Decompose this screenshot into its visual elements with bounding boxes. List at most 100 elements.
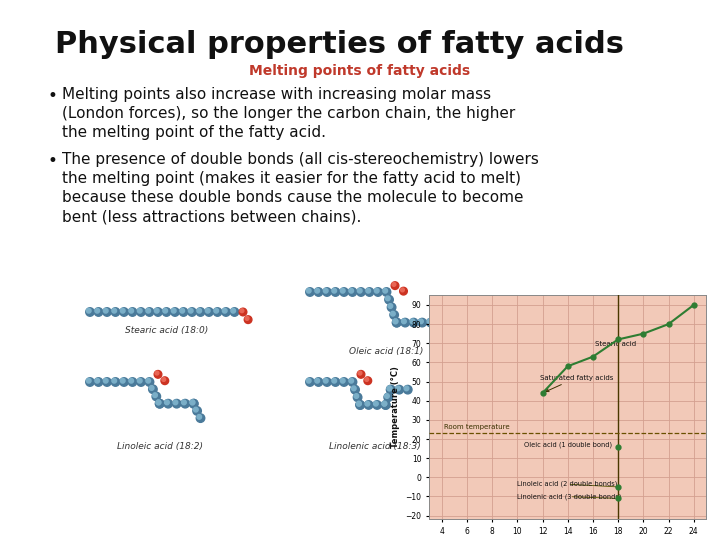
Circle shape (364, 377, 372, 384)
Circle shape (404, 386, 409, 391)
Text: Physical properties of fatty acids: Physical properties of fatty acids (55, 30, 624, 59)
Circle shape (392, 319, 401, 327)
Text: Stearic acid (18:0): Stearic acid (18:0) (125, 326, 208, 335)
Circle shape (244, 316, 252, 323)
Circle shape (382, 401, 387, 406)
Circle shape (402, 319, 406, 323)
Circle shape (146, 308, 150, 313)
Circle shape (222, 308, 227, 313)
Circle shape (197, 308, 204, 316)
Text: Linoleic acid (18:2): Linoleic acid (18:2) (117, 442, 203, 451)
Circle shape (351, 386, 356, 391)
Circle shape (197, 308, 202, 313)
Circle shape (332, 288, 336, 293)
Circle shape (197, 414, 204, 422)
Circle shape (156, 400, 161, 405)
Circle shape (104, 308, 108, 313)
Circle shape (120, 378, 128, 386)
Circle shape (358, 371, 362, 375)
Circle shape (128, 378, 137, 386)
Text: Melting points also increase with increasing molar mass: Melting points also increase with increa… (62, 87, 491, 102)
Circle shape (149, 386, 154, 390)
Circle shape (213, 308, 222, 316)
Circle shape (323, 288, 328, 293)
Circle shape (137, 308, 145, 316)
Circle shape (189, 400, 198, 408)
Circle shape (418, 319, 423, 323)
Circle shape (374, 401, 378, 406)
Circle shape (383, 288, 387, 293)
Text: •: • (48, 152, 58, 170)
Circle shape (356, 401, 361, 406)
Circle shape (387, 386, 395, 394)
Circle shape (374, 288, 382, 296)
Circle shape (400, 288, 405, 292)
Circle shape (382, 401, 390, 409)
Circle shape (104, 379, 108, 383)
Circle shape (393, 319, 397, 323)
Circle shape (120, 308, 125, 313)
Circle shape (314, 288, 323, 296)
Circle shape (365, 377, 369, 381)
Circle shape (180, 308, 184, 313)
Circle shape (164, 400, 173, 408)
Circle shape (365, 401, 369, 406)
Circle shape (222, 308, 230, 316)
Text: (London forces), so the longer the carbon chain, the higher: (London forces), so the longer the carbo… (62, 106, 516, 121)
Circle shape (120, 308, 128, 316)
Circle shape (179, 308, 188, 316)
Circle shape (112, 378, 120, 386)
Circle shape (332, 379, 336, 383)
Text: because these double bonds cause the molecule to become: because these double bonds cause the mol… (62, 190, 523, 205)
Circle shape (306, 378, 314, 386)
Circle shape (314, 378, 323, 386)
Text: the melting point of the fatty acid.: the melting point of the fatty acid. (62, 125, 326, 140)
Circle shape (374, 288, 379, 293)
Circle shape (152, 392, 161, 401)
Circle shape (153, 393, 158, 397)
Circle shape (112, 308, 120, 316)
Circle shape (356, 401, 364, 409)
Circle shape (197, 415, 202, 419)
Circle shape (86, 308, 94, 316)
Circle shape (323, 288, 331, 296)
Circle shape (112, 308, 117, 313)
Circle shape (427, 319, 432, 323)
Circle shape (390, 310, 398, 319)
Circle shape (356, 288, 365, 296)
Circle shape (393, 319, 397, 323)
Text: Oleic acid (18:1): Oleic acid (18:1) (349, 347, 423, 356)
Circle shape (129, 308, 134, 313)
Circle shape (373, 401, 382, 409)
Circle shape (193, 407, 202, 415)
Circle shape (94, 308, 103, 316)
Circle shape (349, 288, 354, 293)
Circle shape (348, 288, 356, 296)
Circle shape (340, 288, 348, 296)
Circle shape (214, 308, 219, 313)
Circle shape (341, 379, 345, 383)
Circle shape (129, 379, 134, 383)
Circle shape (162, 308, 171, 316)
Circle shape (189, 400, 198, 408)
Circle shape (323, 378, 331, 386)
Circle shape (155, 371, 159, 375)
Text: the melting point (makes it easier for the fatty acid to melt): the melting point (makes it easier for t… (62, 171, 521, 186)
Circle shape (240, 309, 244, 313)
Circle shape (138, 379, 142, 383)
Text: Linolenic acid (18:3): Linolenic acid (18:3) (329, 442, 421, 451)
Text: Saturated fatty acids: Saturated fatty acids (540, 375, 613, 392)
Text: •: • (48, 87, 58, 105)
Circle shape (145, 378, 154, 386)
Circle shape (331, 378, 340, 386)
Circle shape (387, 386, 392, 391)
Circle shape (387, 386, 392, 391)
Circle shape (354, 394, 359, 399)
Circle shape (145, 308, 154, 316)
Circle shape (165, 400, 169, 405)
Circle shape (190, 400, 195, 405)
Text: Melting points of fatty acids: Melting points of fatty acids (249, 64, 471, 78)
Text: Room temperature: Room temperature (444, 424, 510, 430)
Circle shape (204, 308, 213, 316)
Circle shape (171, 308, 176, 313)
